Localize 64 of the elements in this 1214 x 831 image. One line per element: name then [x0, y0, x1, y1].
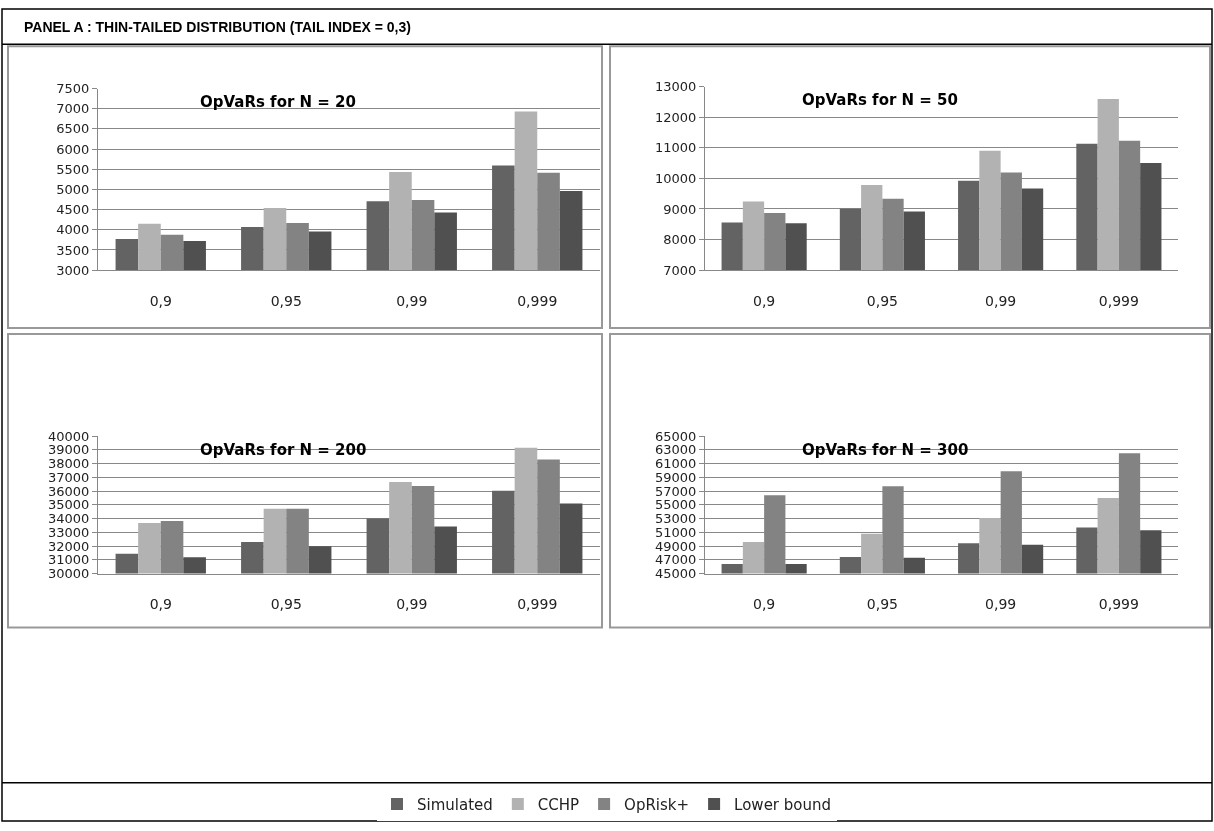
x-tick-label: 0,95	[866, 292, 898, 309]
y-tick-label: 61000	[655, 456, 697, 472]
y-tick-label: 34000	[48, 511, 90, 527]
x-tick-label: 0,999	[517, 292, 558, 309]
y-tick-label: 7500	[56, 81, 90, 97]
y-tick-label: 4000	[56, 222, 90, 238]
y-tick-label: 45000	[655, 566, 697, 582]
x-tick-label: 0,95	[270, 292, 302, 309]
y-tick-label: 5500	[56, 161, 90, 177]
x-tick-label: 0,999	[1098, 596, 1139, 613]
x-tick-label: 0,9	[149, 292, 172, 309]
y-tick-label: 49000	[655, 538, 697, 554]
y-tick-label: 31000	[48, 552, 90, 568]
y-tick-label: 13000	[655, 79, 697, 95]
y-tick-label: 7000	[56, 101, 90, 117]
x-tick-label: 0,9	[753, 596, 776, 613]
y-tick-label: 6000	[56, 141, 90, 157]
chart-title: OpVaRs for N = 300	[802, 441, 969, 459]
y-tick-label: 6500	[56, 121, 90, 137]
y-tick-label: 38000	[48, 456, 90, 472]
y-tick-label: 7000	[663, 262, 697, 278]
chart-title: OpVaRs for N = 50	[802, 91, 958, 109]
y-tick-label: 65000	[655, 428, 697, 444]
x-tick-label: 0,99	[985, 292, 1017, 309]
legend-label: Lower bound	[734, 795, 832, 814]
y-tick-label: 35000	[48, 497, 90, 513]
y-tick-label: 59000	[655, 469, 697, 485]
y-tick-label: 11000	[655, 140, 697, 156]
y-tick-label: 8000	[663, 232, 697, 248]
y-tick-label: 57000	[655, 483, 697, 499]
y-tick-label: 63000	[655, 442, 697, 458]
chart-title: OpVaRs for N = 20	[200, 93, 356, 111]
y-tick-label: 40000	[48, 428, 90, 444]
y-tick-label: 30000	[48, 566, 90, 582]
y-tick-label: 36000	[48, 483, 90, 499]
y-tick-label: 53000	[655, 511, 697, 527]
y-tick-label: 47000	[655, 552, 697, 568]
y-tick-label: 39000	[48, 442, 90, 458]
y-tick-label: 55000	[655, 497, 697, 513]
y-tick-label: 32000	[48, 538, 90, 554]
x-tick-label: 0,9	[753, 292, 776, 309]
x-tick-label: 0,9	[149, 596, 172, 613]
y-tick-label: 5000	[56, 181, 90, 197]
y-tick-label: 10000	[655, 170, 697, 186]
y-tick-label: 4500	[56, 202, 90, 218]
y-tick-label: 3500	[56, 242, 90, 258]
y-tick-label: 37000	[48, 469, 90, 485]
x-tick-label: 0,999	[1098, 292, 1139, 309]
x-tick-label: 0,95	[270, 596, 302, 613]
chart-title: OpVaRs for N = 200	[200, 441, 367, 459]
x-tick-label: 0,99	[985, 596, 1017, 613]
x-tick-label: 0,95	[866, 596, 898, 613]
text: PANEL A : THIN-TAILED DISTRIBUTION (TAIL INDEX = 0,3)	[24, 19, 411, 35]
x-tick-label: 0,99	[396, 292, 428, 309]
x-tick-label: 0,999	[517, 596, 558, 613]
legend-label: OpRisk+	[624, 795, 690, 814]
y-tick-label: 9000	[663, 201, 697, 217]
legend-label: CCHP	[537, 795, 580, 814]
legend-label: Simulated	[417, 795, 493, 814]
y-tick-label: 33000	[48, 524, 90, 540]
y-tick-label: 51000	[655, 524, 697, 540]
x-tick-label: 0,99	[396, 596, 428, 613]
y-tick-label: 3000	[56, 262, 90, 278]
y-tick-label: 12000	[655, 109, 697, 125]
